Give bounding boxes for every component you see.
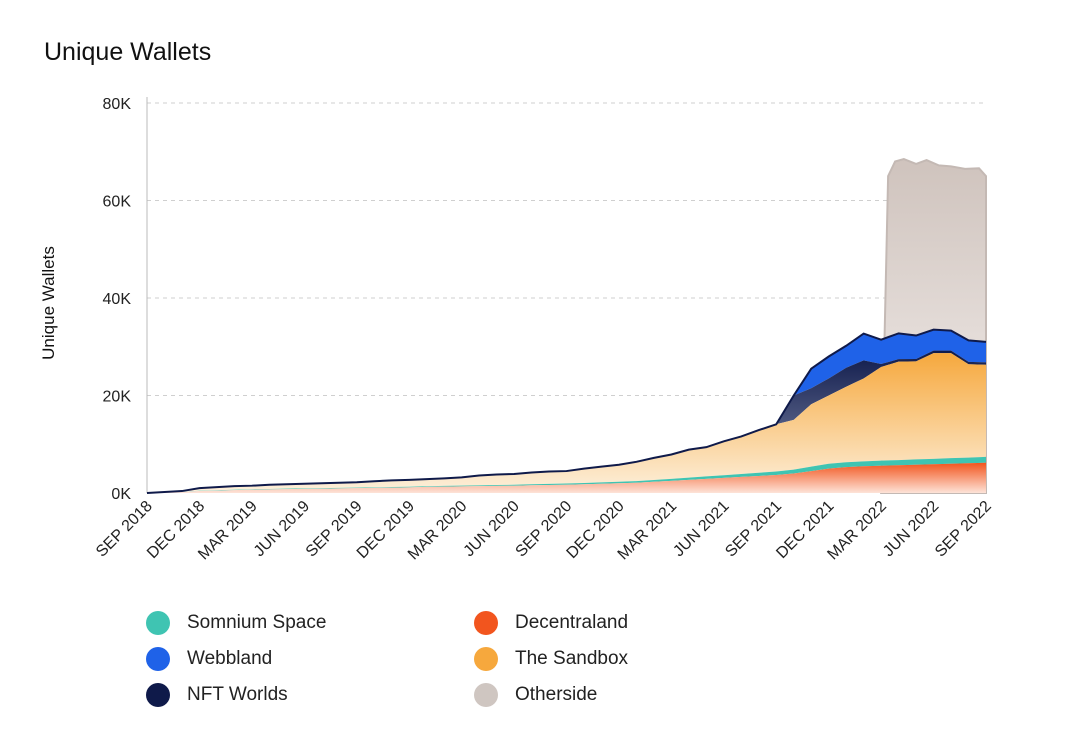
y-tick-label: 40K <box>103 291 132 308</box>
otherside-swatch-icon <box>474 683 498 707</box>
y-tick-label: 20K <box>103 389 132 406</box>
decentraland-swatch-icon <box>474 611 498 635</box>
chart-legend: Somnium Space Decentraland Webbland The … <box>146 608 746 718</box>
webbland-swatch-icon <box>146 647 170 671</box>
legend-label: Otherside <box>515 684 598 705</box>
somnium-space-swatch-icon <box>146 611 170 635</box>
legend-label: Somnium Space <box>187 612 327 633</box>
legend-item-webbland: Webbland <box>146 644 272 674</box>
stack-outline <box>146 328 987 494</box>
series-area-somnium-space <box>147 456 986 493</box>
x-tick-label: SEP 2022 <box>932 498 995 561</box>
legend-item-otherside: Otherside <box>474 680 597 710</box>
the-sandbox-swatch-icon <box>474 647 498 671</box>
y-tick-label: 0K <box>111 486 131 503</box>
legend-label: NFT Worlds <box>187 684 288 705</box>
series-area-decentraland <box>147 462 986 493</box>
legend-item-the-sandbox: The Sandbox <box>474 644 628 674</box>
legend-label: Decentraland <box>515 612 629 633</box>
legend-label: Webbland <box>187 648 273 669</box>
y-tick-label: 60K <box>103 194 132 211</box>
legend-label: The Sandbox <box>515 648 629 669</box>
series-area-webbland <box>147 329 986 493</box>
series-area-the-sandbox <box>147 353 986 493</box>
legend-item-decentraland: Decentraland <box>474 608 628 638</box>
y-tick-label: 80K <box>103 96 132 113</box>
legend-item-somnium-space: Somnium Space <box>146 608 326 638</box>
legend-item-nft-worlds: NFT Worlds <box>146 680 288 710</box>
nft-worlds-swatch-icon <box>146 683 170 707</box>
chart-title: Unique Wallets <box>44 38 212 66</box>
y-axis-title: Unique Wallets <box>39 246 58 360</box>
